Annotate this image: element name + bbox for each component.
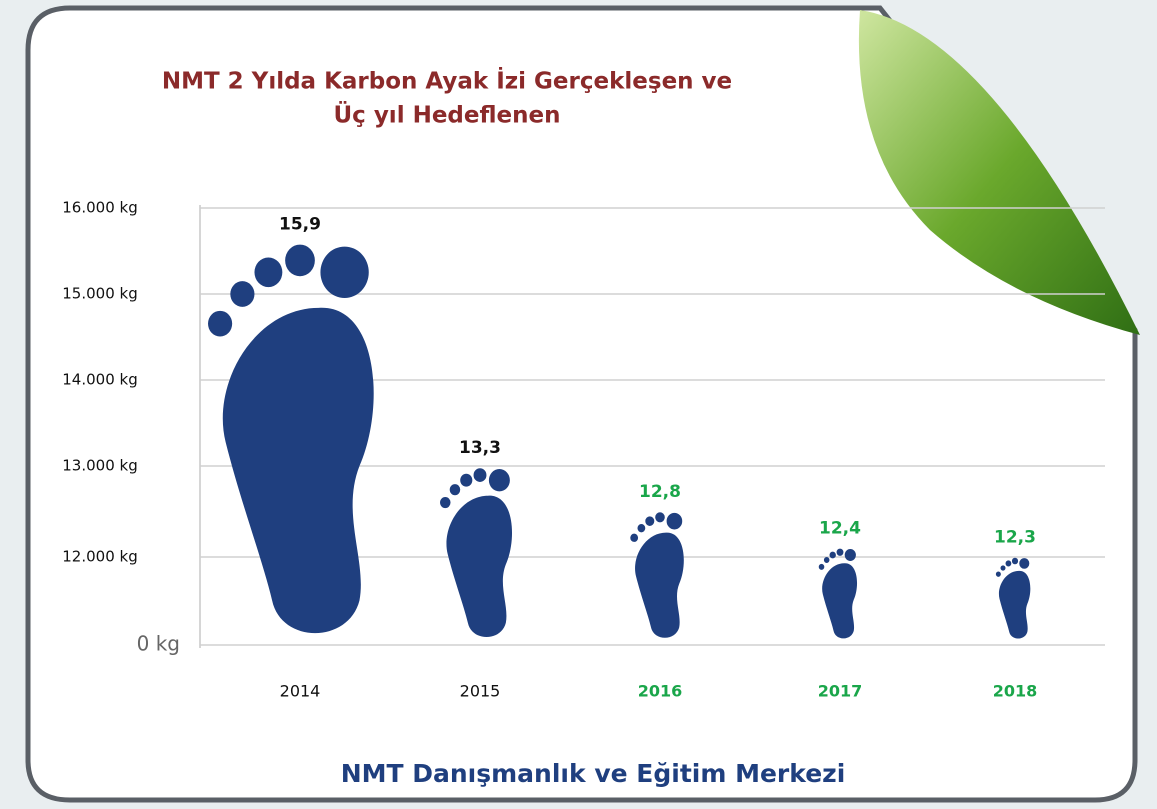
y-tick-label: 12.000 kg	[62, 548, 137, 566]
footprint	[440, 468, 513, 637]
footprint	[208, 244, 374, 634]
value-label: 13,3	[459, 438, 501, 458]
value-label: 12,8	[639, 482, 681, 502]
value-label: 12,3	[994, 528, 1036, 548]
x-tick-label: 2014	[280, 682, 321, 701]
chart-title: NMT 2 Yılda Karbon Ayak İzi Gerçekleşen …	[162, 67, 732, 95]
x-tick-label: 2017	[818, 682, 863, 701]
footprint	[818, 548, 858, 639]
y-tick-label: 16.000 kg	[62, 199, 137, 217]
footprint	[630, 512, 684, 638]
chart-title: Üç yıl Hedeflenen	[334, 101, 561, 129]
value-label: 15,9	[279, 215, 321, 235]
leaf-corner	[858, 10, 1140, 335]
x-tick-label: 2018	[993, 682, 1038, 701]
footer: NMT Danışmanlık ve Eğitim Merkezi	[341, 759, 846, 788]
value-label: 12,4	[819, 519, 861, 539]
y-tick-label: 15.000 kg	[62, 285, 137, 303]
footprint	[995, 557, 1031, 639]
x-tick-label: 2015	[460, 682, 501, 701]
y-tick-label: 13.000 kg	[62, 457, 137, 475]
x-tick-label: 2016	[638, 682, 683, 701]
y-tick-label: 0 kg	[137, 632, 180, 656]
y-tick-label: 14.000 kg	[62, 371, 137, 389]
